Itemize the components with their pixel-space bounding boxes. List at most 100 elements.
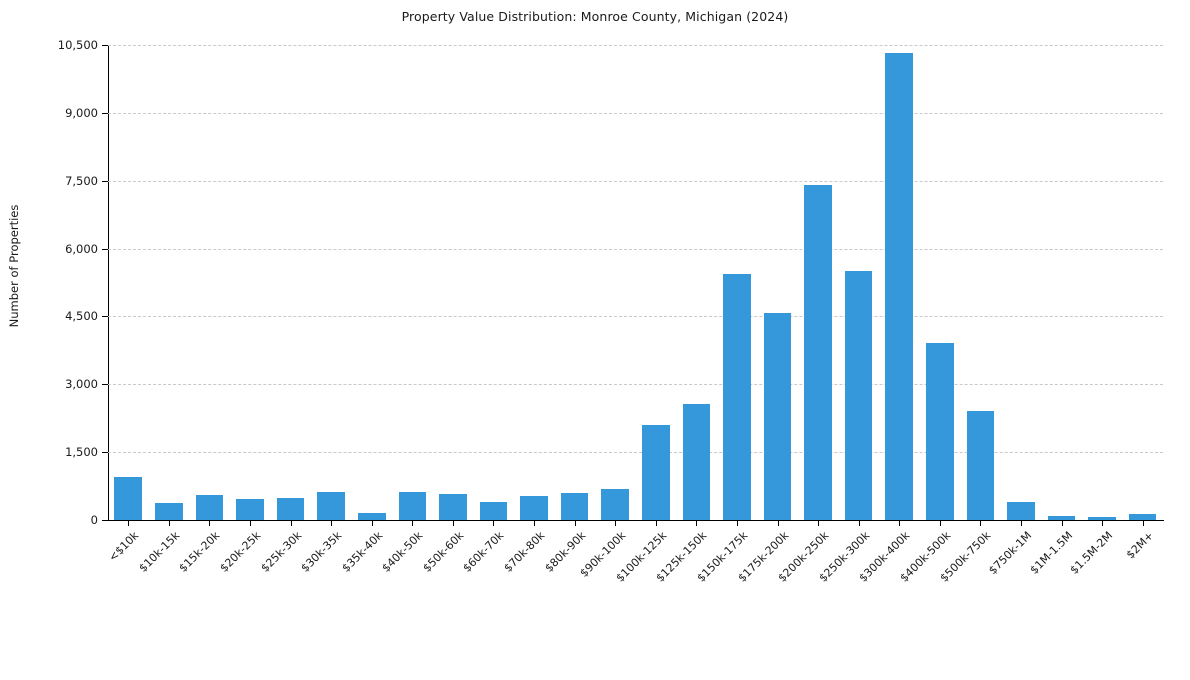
x-axis-tick-mark — [331, 520, 333, 526]
bar[interactable] — [479, 501, 508, 520]
y-axis-tick-label: 3,000 — [65, 377, 98, 392]
gridline — [108, 45, 1163, 46]
bar[interactable] — [439, 493, 467, 520]
x-axis-tick-label: $400k-500k — [897, 529, 954, 585]
x-axis-tick-label: $15k-20k — [176, 529, 223, 575]
x-axis-tick-mark — [452, 520, 454, 526]
bar[interactable] — [195, 494, 224, 520]
x-axis-tick-mark — [168, 520, 170, 526]
x-axis-tick-label: $1M-1.5M — [1027, 529, 1075, 577]
x-axis-tick-label: $150k-175k — [694, 529, 751, 585]
x-axis-tick-mark — [858, 520, 860, 526]
x-axis-tick-mark — [655, 520, 657, 526]
y-axis-line — [108, 45, 109, 521]
bar[interactable] — [926, 343, 954, 520]
x-axis-tick-label: $70k-80k — [501, 529, 548, 575]
plot-area — [108, 45, 1163, 520]
x-axis-tick-mark — [534, 520, 536, 526]
x-axis-tick-label: $200k-250k — [775, 529, 832, 585]
bar[interactable] — [1047, 515, 1076, 520]
bar[interactable] — [520, 496, 548, 520]
bar[interactable] — [155, 502, 183, 520]
bar[interactable] — [844, 271, 873, 520]
x-axis-tick-label: $1.5M-2M — [1067, 529, 1116, 577]
x-axis-tick-label: $500k-750k — [937, 529, 994, 585]
x-axis-tick-mark — [736, 520, 738, 526]
x-axis-tick-mark — [818, 520, 820, 526]
x-axis-tick-mark — [615, 520, 617, 526]
x-axis-tick-label: $40k-50k — [379, 529, 426, 575]
x-axis-tick-mark — [371, 520, 373, 526]
y-axis-tick-label: 7,500 — [65, 173, 98, 188]
x-axis-tick-mark — [1142, 520, 1144, 526]
x-axis-tick-label: $750k-1M — [986, 529, 1035, 577]
y-axis-tick-mark — [102, 452, 108, 454]
x-axis-tick-label: $25k-30k — [258, 529, 304, 575]
bar[interactable] — [723, 274, 751, 520]
gridline — [108, 248, 1163, 250]
x-axis-tick-mark — [1020, 520, 1022, 526]
x-axis-tick-mark — [574, 520, 576, 526]
y-axis-tick-label: 9,000 — [65, 105, 98, 120]
y-axis-tick-mark — [102, 180, 108, 182]
x-axis-tick-label: $125k-150k — [653, 529, 710, 585]
bar[interactable] — [1007, 501, 1035, 520]
x-axis-tick-label: $60k-70k — [460, 529, 507, 575]
x-axis-tick-mark — [128, 520, 130, 526]
bar[interactable] — [804, 185, 832, 520]
x-axis-tick-mark — [980, 520, 982, 526]
y-axis-tick-mark — [102, 112, 108, 114]
bar[interactable] — [317, 491, 345, 520]
bar[interactable] — [641, 425, 670, 520]
x-axis-tick-label: $250k-300k — [816, 529, 872, 585]
bar[interactable] — [398, 491, 427, 520]
y-axis-tick-label: 6,000 — [65, 241, 98, 256]
y-axis-tick-mark — [102, 520, 108, 521]
x-axis-tick-mark — [1061, 520, 1063, 526]
x-axis-tick-mark — [250, 520, 252, 526]
gridlines — [108, 45, 1163, 520]
x-axis-tick-label: $35k-40k — [339, 529, 385, 575]
x-axis-tick-mark — [290, 520, 292, 526]
bar[interactable] — [1128, 514, 1157, 520]
gridline — [108, 180, 1163, 182]
bar[interactable] — [357, 513, 386, 520]
x-axis-tick-label: $20k-25k — [217, 529, 264, 575]
x-axis-tick-label: $300k-400k — [856, 529, 913, 585]
x-axis-tick-mark — [493, 520, 495, 526]
y-axis-tick-label: 0 — [90, 513, 98, 527]
chart-figure: Property Value Distribution: Monroe Coun… — [7, 9, 1164, 585]
x-axis-tick-label: $175k-200k — [735, 529, 791, 585]
x-axis-tick-label: <$10k — [106, 529, 142, 565]
chart-title: Property Value Distribution: Monroe Coun… — [401, 9, 789, 24]
bar[interactable] — [601, 489, 629, 520]
bar[interactable] — [966, 411, 995, 520]
x-axis-tick-label: $2M+ — [1123, 529, 1156, 562]
gridline — [108, 112, 1163, 114]
x-axis-tick-mark — [899, 520, 901, 526]
x-axis-tick-mark — [939, 520, 941, 526]
bar[interactable] — [682, 404, 711, 520]
x-axis-tick-label: $90k-100k — [577, 529, 629, 580]
gridline — [108, 452, 1163, 454]
bar[interactable] — [236, 499, 264, 520]
x-axis-tick-mark — [412, 520, 414, 526]
y-axis-tick-mark — [102, 248, 108, 250]
bar[interactable] — [1088, 516, 1116, 520]
bar[interactable] — [276, 498, 305, 520]
x-axis-tick-label: $30k-35k — [298, 529, 345, 575]
x-axis-tick-mark — [696, 520, 698, 526]
bar[interactable] — [560, 492, 589, 520]
bar[interactable] — [763, 313, 792, 520]
gridline — [108, 384, 1163, 386]
y-axis-tick-mark — [102, 384, 108, 386]
x-axis-tick-label: $50k-60k — [420, 529, 467, 575]
bar[interactable] — [885, 53, 914, 520]
y-axis-tick-label: 10,500 — [57, 38, 98, 52]
y-axis-tick-label: 1,500 — [65, 445, 98, 460]
x-axis-tick-mark — [1102, 520, 1104, 526]
gridline — [108, 316, 1163, 318]
bar[interactable] — [114, 476, 143, 520]
y-axis-tick-mark — [102, 316, 108, 318]
y-axis-tick-mark — [102, 45, 108, 46]
